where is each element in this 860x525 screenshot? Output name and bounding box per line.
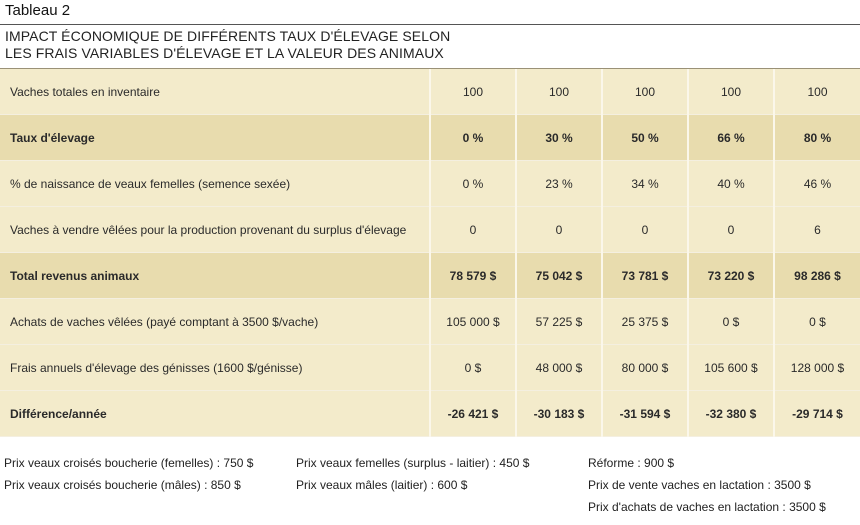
notes-column-1: Prix veaux croisés boucherie (femelles) … [4,452,253,496]
table-cell: 6 [774,206,860,253]
table-cell: 0 [688,206,775,253]
row-label: Vaches totales en inventaire [0,69,431,115]
table-cell: 66 % [688,114,775,161]
row-label: Achats de vaches vêlées (payé comptant à… [0,298,431,345]
table-cell: 75 042 $ [516,252,603,299]
row-label: % de naissance de veaux femelles (semenc… [0,160,431,207]
table-cell: 34 % [602,160,689,207]
note-item: Prix veaux croisés boucherie (femelles) … [4,456,254,470]
table-cell: 30 % [516,114,603,161]
notes-column-3: Réforme : 900 $ Prix de vente vaches en … [588,452,826,518]
row-label: Total revenus animaux [0,252,431,299]
table-row: Différence/année -26 421 $ -30 183 $ -31 59… [0,390,860,437]
table-row: Frais annuels d'élevage des génisses (16… [0,344,860,391]
note-item: Réforme : 900 $ [588,456,675,470]
table-row: Taux d'élevage 0 % 30 % 50 % 66 % 80 % [0,114,860,161]
table-cell: 100 [430,69,517,115]
table-row: % de naissance de veaux femelles (semenc… [0,160,860,207]
table-cell: 78 579 $ [430,252,517,299]
table-cell: 100 [602,69,689,115]
table-row: Total revenus animaux 78 579 $75 042 $73 … [0,252,860,299]
table-cell: 80 000 $ [602,344,689,391]
note-item: Prix de vente vaches en lactation : 3500… [588,478,811,492]
table-cell: 80 % [774,114,860,161]
table-cell: 105 000 $ [430,298,517,345]
title-line-2: LES FRAIS VARIABLES D'ÉLEVAGE ET LA VALE… [5,45,444,61]
table-title: IMPACT ÉCONOMIQUE DE DIFFÉRENTS TAUX D'É… [5,28,450,62]
table-cell: 100 [688,69,775,115]
row-label: Vaches à vendre vêlées pour la productio… [0,206,431,253]
row-label: Différence/année [0,390,431,437]
table-label: Tableau 2 [5,2,71,19]
title-line-1: IMPACT ÉCONOMIQUE DE DIFFÉRENTS TAUX D'É… [5,28,451,44]
table-row: Achats de vaches vêlées (payé comptant à… [0,298,860,345]
table-cell: 46 % [774,160,860,207]
table-cell: 73 220 $ [688,252,775,299]
table-cell: -29 714 $ [774,390,860,437]
table-cell: 0 % [430,160,517,207]
row-label: Taux d'élevage [0,114,431,161]
notes-column-2: Prix veaux femelles (surplus - laitier) … [296,452,529,496]
table-cell: 40 % [688,160,775,207]
table-cell: -31 594 $ [602,390,689,437]
table-cell: -26 421 $ [430,390,517,437]
note-item: Prix d'achats de vaches en lactation : 3… [588,500,826,514]
table-row: Vaches à vendre vêlées pour la productio… [0,206,860,253]
table-cell: 73 781 $ [602,252,689,299]
table-cell: 48 000 $ [516,344,603,391]
table-cell: 0 [516,206,603,253]
data-table: Vaches totales en inventaire 100 100 100 100… [0,68,860,437]
table-cell: 0 $ [430,344,517,391]
table-row: Vaches totales en inventaire 100 100 100 100… [0,69,860,115]
table-cell: 57 225 $ [516,298,603,345]
row-label: Frais annuels d'élevage des génisses (16… [0,344,431,391]
table-cell: 128 000 $ [774,344,860,391]
table-cell: 0 [430,206,517,253]
table-cell: 0 [602,206,689,253]
table-cell: 98 286 $ [774,252,860,299]
table-cell: 105 600 $ [688,344,775,391]
table-cell: 0 % [430,114,517,161]
note-item: Prix veaux femelles (surplus - laitier) … [296,456,530,470]
table-cell: -32 380 $ [688,390,775,437]
table-cell: 25 375 $ [602,298,689,345]
table-cell: 100 [516,69,603,115]
table-cell: 50 % [602,114,689,161]
table-cell: 0 $ [688,298,775,345]
table-cell: -30 183 $ [516,390,603,437]
table-cell: 100 [774,69,860,115]
table-cell: 0 $ [774,298,860,345]
note-item: Prix veaux croisés boucherie (mâles) : 8… [4,478,241,492]
note-item: Prix veaux mâles (laitier) : 600 $ [296,478,468,492]
table-cell: 23 % [516,160,603,207]
header-rule [0,24,860,25]
